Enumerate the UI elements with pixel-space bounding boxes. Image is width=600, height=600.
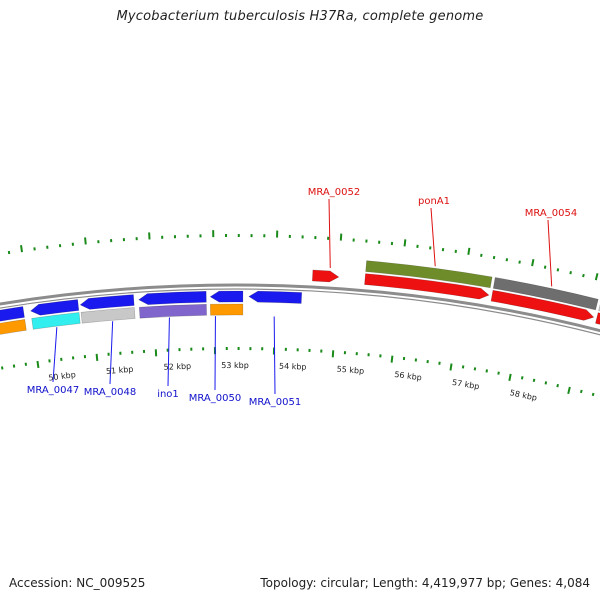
gene-arrows — [0, 269, 600, 325]
scale-label: 56 kbp — [394, 370, 422, 382]
map-title: Mycobacterium tuberculosis H37Ra, comple… — [116, 9, 484, 24]
category-bar — [31, 312, 81, 330]
scale-label: 58 kbp — [509, 388, 538, 402]
major-tick — [390, 355, 394, 363]
gene-label-leader — [109, 321, 114, 385]
gene-label: MRA_0048 — [84, 387, 136, 398]
major-tick — [508, 373, 512, 382]
scale-label: 55 kbp — [336, 365, 364, 376]
reverse-gene-arrow — [209, 290, 244, 303]
gene-label-leader — [328, 198, 331, 268]
major-tick — [594, 273, 599, 281]
major-tick — [567, 386, 571, 395]
category-bar — [138, 303, 207, 319]
scale-label: 57 kbp — [451, 378, 480, 391]
major-tick — [20, 245, 23, 253]
minor-tick — [544, 381, 548, 385]
category-bar — [492, 277, 599, 311]
gene-label-leader — [430, 207, 436, 267]
scale-ticks — [0, 230, 599, 397]
minor-tick — [543, 265, 547, 269]
minor-tick — [485, 369, 489, 373]
minor-tick — [520, 376, 524, 380]
major-tick — [95, 353, 99, 361]
major-tick — [449, 363, 453, 371]
scale-label: 51 kbp — [106, 365, 134, 376]
major-tick — [531, 258, 535, 267]
minor-tick — [569, 271, 572, 275]
minor-tick — [492, 255, 496, 260]
forward-gene-arrow — [490, 289, 595, 321]
scale-label: 50 kbp — [48, 370, 76, 382]
category-bar — [80, 307, 136, 324]
gene-label-leader — [52, 327, 58, 383]
minor-tick — [556, 268, 560, 272]
minor-tick — [582, 273, 585, 278]
forward-gene-arrow — [311, 269, 340, 283]
reverse-gene-arrow — [0, 306, 25, 322]
label-leaders — [52, 198, 553, 395]
major-tick — [467, 247, 471, 255]
gene-label-leader — [273, 316, 276, 395]
gene-label: MRA_0050 — [189, 393, 241, 404]
minor-tick — [591, 392, 595, 397]
gene-label: MRA_0051 — [249, 397, 301, 408]
gene-label-leader — [167, 317, 170, 387]
scale-label: 54 kbp — [279, 362, 307, 372]
minor-tick — [579, 389, 583, 394]
reverse-gene-arrow — [30, 299, 80, 316]
minor-tick — [532, 378, 536, 383]
backbone-line — [0, 283, 600, 333]
major-tick — [36, 360, 40, 369]
gene-label: MRA_0054 — [525, 208, 577, 219]
minor-tick — [497, 371, 500, 375]
reverse-gene-arrow — [79, 294, 135, 310]
gene-label: ponA1 — [418, 196, 450, 207]
minor-tick — [473, 367, 477, 371]
topology-text: Topology: circular; Length: 4,419,977 bp… — [260, 576, 590, 590]
major-tick — [84, 237, 87, 245]
gene-label: MRA_0052 — [308, 187, 360, 198]
minor-tick — [556, 383, 559, 388]
reverse-gene-arrow — [138, 290, 207, 305]
labels: 50 kbp 51 kbp 52 kbp 53 kbp 54 kbp 55 kbp 56 k… — [27, 187, 577, 408]
forward-gene-arrow — [364, 273, 490, 300]
category-bar — [0, 319, 27, 335]
category-bar — [210, 303, 244, 316]
scale-label: 53 kbp — [221, 361, 249, 370]
minor-tick — [518, 260, 521, 264]
gene-label: ino1 — [157, 389, 179, 400]
gene-label-leader — [547, 219, 553, 287]
accession-text: Accession: NC_009525 — [9, 576, 146, 590]
scale-label: 52 kbp — [163, 362, 191, 372]
forward-gene-arrow — [595, 312, 600, 325]
category-bar — [365, 260, 493, 289]
major-tick — [403, 239, 407, 247]
category-bars — [0, 260, 600, 335]
genome-backbone — [0, 283, 600, 336]
minor-tick — [505, 258, 509, 262]
gene-label: MRA_0047 — [27, 385, 79, 396]
backbone-line — [0, 288, 600, 336]
reverse-gene-arrow — [248, 290, 303, 304]
